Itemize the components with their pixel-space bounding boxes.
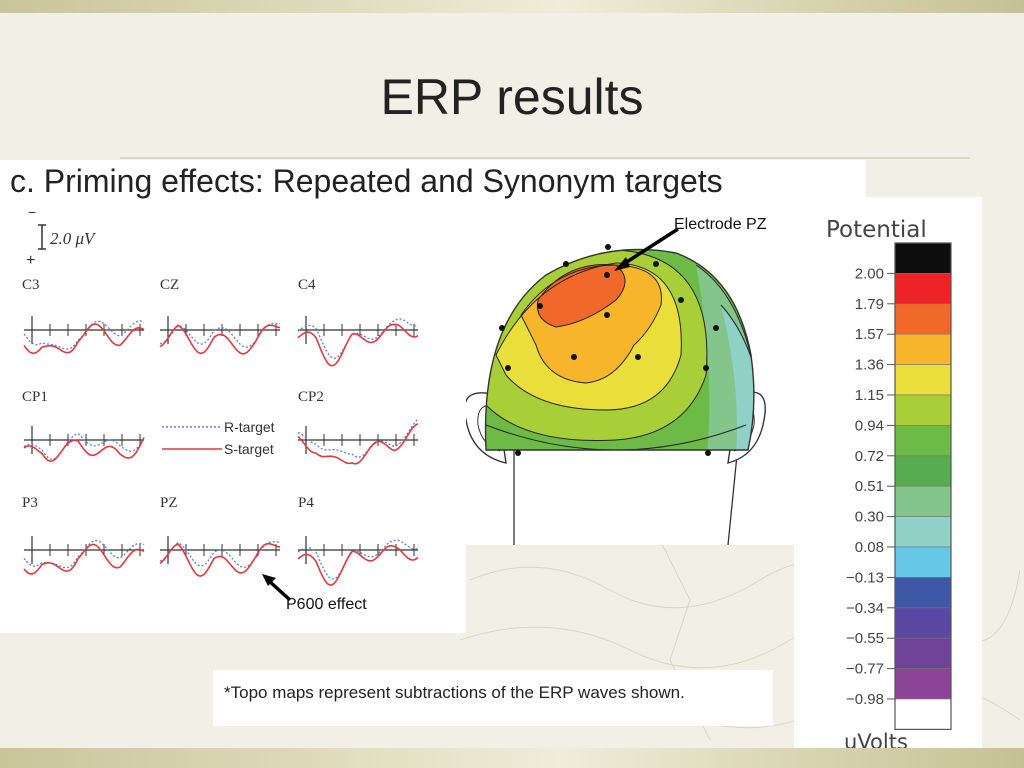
color-scale-tick-label: 0.72 [855, 448, 884, 465]
color-scale-swatch [894, 455, 952, 487]
title-divider [120, 157, 970, 159]
electrode-label-c4: C4 [298, 277, 316, 293]
s-target-wave-cz [159, 324, 281, 355]
erp-waveforms-panel [0, 205, 466, 633]
s-target-wave-pz [159, 542, 281, 577]
electrode-label-p4: P4 [298, 495, 314, 511]
electrode-dots [499, 244, 719, 456]
r-target-wave-pz [159, 541, 280, 569]
footnote-box [213, 670, 773, 726]
erp-plot-pz [159, 536, 281, 577]
color-scale-swatch [894, 364, 952, 396]
electrode-label-cp2: CP2 [298, 389, 324, 405]
color-scale-tick-label: −0.98 [846, 691, 884, 708]
color-scale-tick-label: 1.57 [855, 326, 884, 343]
color-scale-swatch [894, 637, 952, 669]
electrode-label-cp1: CP1 [22, 389, 48, 405]
color-scale-swatch [894, 546, 952, 578]
erp-plot-cp2 [297, 418, 419, 465]
scale-bar-label: 2.0 μV [50, 229, 97, 248]
color-scale-tick-label: −0.34 [846, 600, 884, 617]
legend-s-target-label: S-target [224, 441, 274, 457]
s-target-wave-cp2 [297, 423, 419, 465]
s-target-wave-p4 [297, 545, 419, 586]
color-scale-swatch [894, 273, 952, 305]
color-scale-swatch [894, 242, 952, 274]
electrode-pz-arrow [621, 227, 679, 267]
slide-title: ERP results [380, 69, 644, 125]
scale-bar-minus: − [28, 205, 36, 220]
s-target-wave-c4 [297, 323, 419, 367]
footnote: *Topo maps represent subtractions of the… [224, 683, 685, 702]
color-scale-swatch [894, 333, 952, 365]
color-scale-swatch [894, 485, 952, 517]
s-target-wave-cp1 [23, 437, 145, 463]
color-scale-title: Potential [826, 217, 927, 243]
legend-r-target-label: R-target [224, 419, 275, 435]
color-scale-tick-label: 0.08 [855, 539, 884, 556]
electrode-label-cz: CZ [160, 277, 179, 293]
color-scale-tick-label: 1.79 [855, 296, 884, 313]
color-scale-swatch [894, 668, 952, 700]
color-scale-tick-label: −0.55 [846, 630, 884, 647]
p600-arrow [266, 578, 292, 602]
slide-top-band [0, 0, 1024, 13]
s-target-wave-c3 [23, 323, 145, 355]
p600-annotation: P600 effect [286, 596, 367, 613]
figure-heading: c. Priming effects: Repeated and Synonym… [10, 163, 723, 199]
erp-waveform-figure: − 2.0 μV + C3 CZ C4 CP1 CP2 P3 PZ P4 R-t… [22, 205, 419, 613]
neck-outline [513, 444, 739, 545]
color-scale-tick-label: −0.77 [846, 661, 884, 678]
erp-plot-c3 [23, 316, 145, 355]
r-target-wave-cp1 [23, 432, 145, 460]
electrode-label-p3: P3 [22, 495, 38, 511]
color-scale-tick-label: 0.94 [855, 417, 884, 434]
r-target-wave-p3 [23, 539, 145, 569]
color-scale-legend: Potential 2.00 1.79 1.57 1.36 1.15 0.94 0.72 0.… [826, 217, 952, 754]
r-target-wave-cp2 [297, 418, 419, 458]
erp-plot-cz [159, 316, 281, 355]
color-scale-tick-label: 1.15 [855, 387, 884, 404]
s-target-wave-p3 [23, 543, 145, 575]
topographic-head-map: Electrode PZ [466, 216, 767, 545]
color-scale-swatch [894, 698, 952, 730]
erp-plot-cp1 [23, 426, 145, 463]
color-scale-swatch [894, 516, 952, 548]
electrode-pz-callout: Electrode PZ [674, 216, 767, 233]
erp-plot-p4 [297, 536, 419, 586]
color-scale-swatch [894, 607, 952, 639]
electrode-label-c3: C3 [22, 277, 40, 293]
slide-bottom-band [0, 748, 1024, 768]
color-scale-swatch [894, 425, 952, 457]
color-scale-swatch [894, 303, 952, 335]
erp-plot-c4 [297, 316, 419, 367]
erp-plot-p3 [23, 536, 145, 575]
r-target-wave-p4 [297, 539, 419, 580]
color-scale-tick-label: −0.13 [846, 569, 884, 586]
color-scale-tick-label: 2.00 [855, 265, 884, 282]
color-scale-tick-label: 1.36 [855, 357, 884, 374]
r-target-wave-c4 [297, 318, 419, 359]
figure-heading-box [0, 160, 866, 205]
color-scale-swatch [894, 394, 952, 426]
color-scale-tick-label: 0.30 [855, 509, 884, 526]
scale-bar-plus: + [26, 252, 35, 269]
color-scale-tick-label: 0.51 [855, 478, 884, 495]
electrode-label-pz: PZ [160, 495, 178, 511]
color-scale-swatch [894, 577, 952, 609]
